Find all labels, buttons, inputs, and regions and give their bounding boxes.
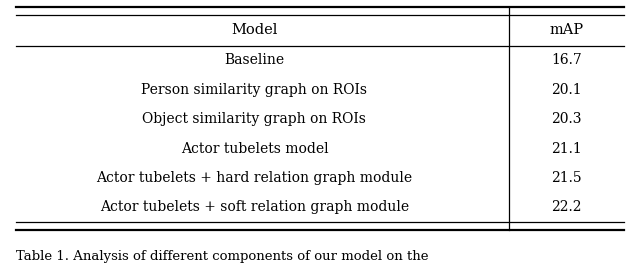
Text: 20.3: 20.3 [551,112,582,126]
Text: Person similarity graph on ROIs: Person similarity graph on ROIs [141,83,367,97]
Text: Actor tubelets model: Actor tubelets model [180,142,328,156]
Text: Baseline: Baseline [225,53,284,67]
Text: Actor tubelets + soft relation graph module: Actor tubelets + soft relation graph mod… [100,200,409,214]
Text: 22.2: 22.2 [551,200,582,214]
Text: 21.1: 21.1 [551,142,582,156]
Text: 21.5: 21.5 [551,171,582,185]
Text: mAP: mAP [549,23,584,37]
Text: Actor tubelets + hard relation graph module: Actor tubelets + hard relation graph mod… [97,171,412,185]
Text: Model: Model [231,23,278,37]
Text: 16.7: 16.7 [551,53,582,67]
Text: Table 1. Analysis of different components of our model on the: Table 1. Analysis of different component… [16,250,429,263]
Text: Object similarity graph on ROIs: Object similarity graph on ROIs [143,112,366,126]
Text: 20.1: 20.1 [551,83,582,97]
